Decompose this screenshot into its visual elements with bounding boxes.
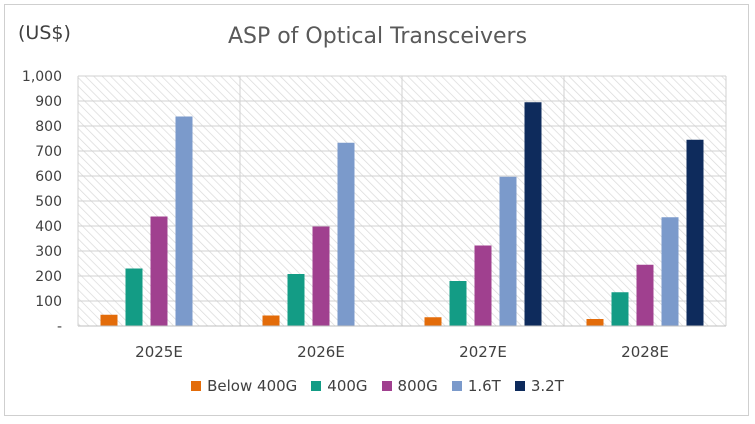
bar-800g-2025e bbox=[150, 216, 168, 326]
y-tick-label: - bbox=[57, 319, 62, 335]
y-tick-label: 600 bbox=[35, 169, 62, 185]
y-tick-label: 1,000 bbox=[22, 69, 62, 85]
bar-below-400g-2028e bbox=[586, 319, 604, 326]
bar-800g-2027e bbox=[474, 245, 492, 326]
bar-800g-2026e bbox=[312, 226, 330, 326]
legend-label: 400G bbox=[327, 377, 368, 395]
bar-400g-2025e bbox=[125, 268, 143, 326]
chart-title: ASP of Optical Transceivers bbox=[227, 24, 528, 49]
bar-3-2t-2027e bbox=[524, 102, 542, 326]
legend-item: 800G bbox=[381, 377, 438, 395]
y-tick-label: 300 bbox=[35, 244, 62, 260]
bar-800g-2028e bbox=[636, 264, 654, 326]
legend-item: 3.2T bbox=[514, 377, 564, 395]
legend-item: Below 400G bbox=[191, 377, 297, 395]
bar-1-6t-2028e bbox=[661, 217, 679, 326]
bar-1-6t-2025e bbox=[175, 116, 193, 326]
y-tick-label: 200 bbox=[35, 269, 62, 285]
bar-400g-2026e bbox=[287, 274, 305, 326]
y-tick-label: 400 bbox=[35, 219, 62, 235]
legend-swatch bbox=[381, 381, 392, 391]
bar-400g-2028e bbox=[611, 292, 629, 326]
x-tick-label: 2028E bbox=[621, 343, 669, 361]
legend-label: 1.6T bbox=[467, 377, 501, 395]
legend-item: 1.6T bbox=[451, 377, 501, 395]
y-tick-label: 700 bbox=[35, 144, 62, 160]
y-tick-label: 800 bbox=[35, 119, 62, 135]
bar-below-400g-2026e bbox=[262, 315, 280, 326]
y-tick-label: 500 bbox=[35, 194, 62, 210]
y-tick-label: 100 bbox=[35, 294, 62, 310]
bar-below-400g-2025e bbox=[100, 314, 118, 326]
x-tick-label: 2026E bbox=[297, 343, 345, 361]
bar-1-6t-2027e bbox=[499, 176, 517, 326]
legend-swatch bbox=[311, 381, 322, 391]
y-tick-label: 900 bbox=[35, 94, 62, 110]
legend-swatch bbox=[514, 381, 525, 391]
legend: Below 400G 400G 800G 1.6T 3.2T bbox=[0, 377, 755, 395]
bar-3-2t-2028e bbox=[686, 139, 704, 326]
y-unit-label: (US$) bbox=[18, 22, 71, 44]
legend-swatch bbox=[191, 381, 202, 391]
legend-label: 800G bbox=[397, 377, 438, 395]
bar-400g-2027e bbox=[449, 281, 467, 326]
legend-item: 400G bbox=[311, 377, 368, 395]
bar-1-6t-2026e bbox=[337, 142, 355, 326]
legend-label: Below 400G bbox=[207, 377, 298, 395]
x-tick-label: 2025E bbox=[135, 343, 183, 361]
legend-label: 3.2T bbox=[530, 377, 564, 395]
bar-below-400g-2027e bbox=[424, 317, 442, 326]
x-tick-label: 2027E bbox=[459, 343, 507, 361]
legend-swatch bbox=[451, 381, 462, 391]
